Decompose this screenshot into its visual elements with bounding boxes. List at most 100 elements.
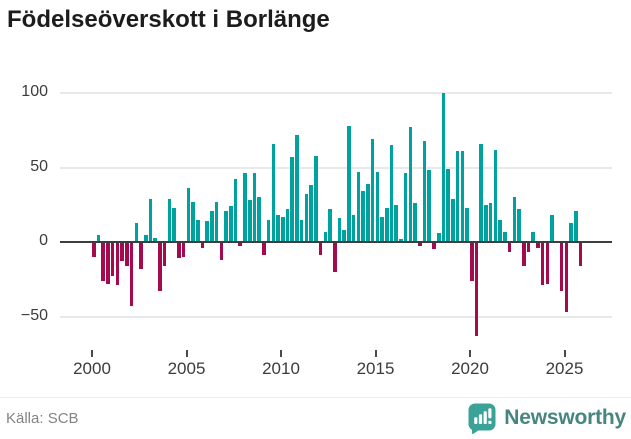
bar-q64 — [394, 204, 398, 242]
bar-q59 — [370, 139, 375, 242]
gridline-50 — [60, 166, 612, 169]
bar-q18 — [177, 242, 181, 259]
bar-q54 — [347, 125, 351, 242]
bar-q75 — [446, 168, 450, 242]
bar-q101 — [569, 222, 573, 242]
bar-q41 — [285, 209, 290, 242]
bar-q36 — [262, 242, 266, 256]
bar-q100 — [564, 242, 569, 313]
bar-q90 — [517, 209, 521, 242]
bar-q65 — [399, 239, 403, 242]
bar-q16 — [167, 198, 172, 242]
bar-q82 — [479, 143, 484, 242]
bar-q17 — [172, 207, 176, 242]
bar-q95 — [540, 242, 545, 286]
bar-q56 — [356, 171, 361, 242]
y-axis-label-100: 100 — [21, 83, 48, 100]
bar-q84 — [488, 203, 493, 242]
bar-q24 — [205, 221, 209, 242]
bar-q3 — [106, 242, 110, 284]
bar-q5 — [115, 242, 120, 286]
bar-q63 — [389, 145, 394, 242]
bar-q94 — [536, 242, 540, 248]
x-tick-2000 — [91, 350, 93, 357]
bar-q15 — [162, 242, 167, 266]
plot-area: 2000 2005 2010 2015 2020 2025 — [60, 78, 612, 378]
x-axis-label-2000: 2000 — [73, 359, 111, 378]
bar-q61 — [380, 216, 384, 242]
bar-q81 — [474, 242, 479, 336]
bar-q72 — [432, 242, 436, 250]
bar-q19 — [181, 242, 186, 257]
bar-q48 — [318, 242, 323, 256]
bar-q73 — [436, 233, 441, 242]
bar-q35 — [257, 197, 261, 242]
bar-q9 — [134, 222, 139, 242]
bar-q0 — [92, 242, 96, 257]
x-tick-2015 — [374, 350, 377, 357]
bar-q28 — [224, 210, 228, 242]
newsworthy-logo-icon — [467, 402, 497, 435]
x-tick-2005 — [185, 350, 188, 357]
bar-q40 — [281, 216, 285, 242]
bar-q69 — [418, 242, 422, 247]
bar-q21 — [191, 201, 195, 242]
bar-q26 — [214, 201, 219, 242]
bar-q52 — [337, 218, 342, 242]
bar-q89 — [512, 197, 517, 242]
bar-q11 — [143, 234, 148, 242]
bar-q78 — [460, 151, 465, 242]
newsworthy-wordmark: Newsworthy — [504, 406, 626, 429]
x-axis-label-2020: 2020 — [451, 359, 489, 378]
bar-q29 — [229, 206, 233, 242]
bar-q22 — [195, 219, 200, 242]
bar-q14 — [158, 242, 162, 292]
y-axis-label-50: 50 — [30, 157, 48, 175]
bar-q58 — [366, 183, 370, 242]
y-axis-label-0: 0 — [39, 232, 48, 249]
bar-q60 — [375, 171, 380, 242]
bar-q38 — [271, 143, 276, 242]
x-tick-2025 — [563, 350, 566, 357]
bar-q50 — [328, 209, 332, 242]
bar-q53 — [342, 230, 347, 242]
bar-q79 — [465, 207, 469, 242]
bar-q85 — [493, 149, 498, 242]
y-axis-label--50: −50 — [20, 306, 48, 324]
bar-q31 — [238, 242, 243, 247]
bar-q27 — [219, 242, 224, 260]
bar-q20 — [186, 188, 191, 242]
bar-q80 — [470, 242, 474, 281]
bar-q46 — [309, 185, 313, 242]
bar-q4 — [110, 242, 115, 277]
bar-q93 — [531, 231, 536, 242]
x-axis-label-2005: 2005 — [167, 359, 206, 378]
bar-q102 — [573, 210, 578, 242]
bar-q10 — [139, 242, 143, 269]
bar-q34 — [252, 173, 257, 242]
x-tick-2020 — [469, 350, 471, 357]
bar-q6 — [120, 242, 124, 262]
x-axis-label-2025: 2025 — [545, 359, 584, 378]
bar-q103 — [578, 242, 583, 266]
bar-q91 — [521, 242, 526, 266]
source-label: Källa: SCB — [6, 410, 79, 427]
bar-q71 — [427, 170, 432, 242]
bar-q12 — [148, 198, 153, 242]
bar-q92 — [526, 242, 531, 253]
bar-q77 — [455, 151, 460, 242]
bar-q97 — [550, 215, 554, 242]
bar-q25 — [210, 210, 214, 242]
newsworthy-branding: Newsworthy — [467, 401, 626, 435]
bar-q1 — [96, 234, 101, 242]
bar-q55 — [351, 215, 356, 242]
bar-q30 — [233, 179, 238, 242]
bar-q96 — [545, 242, 550, 284]
bar-q23 — [200, 242, 205, 248]
x-axis-label-2015: 2015 — [356, 359, 395, 378]
bar-q70 — [422, 140, 427, 242]
gridline-100 — [60, 92, 612, 94]
bar-q67 — [408, 127, 413, 242]
bar-q7 — [125, 242, 129, 266]
bar-q47 — [314, 155, 318, 242]
